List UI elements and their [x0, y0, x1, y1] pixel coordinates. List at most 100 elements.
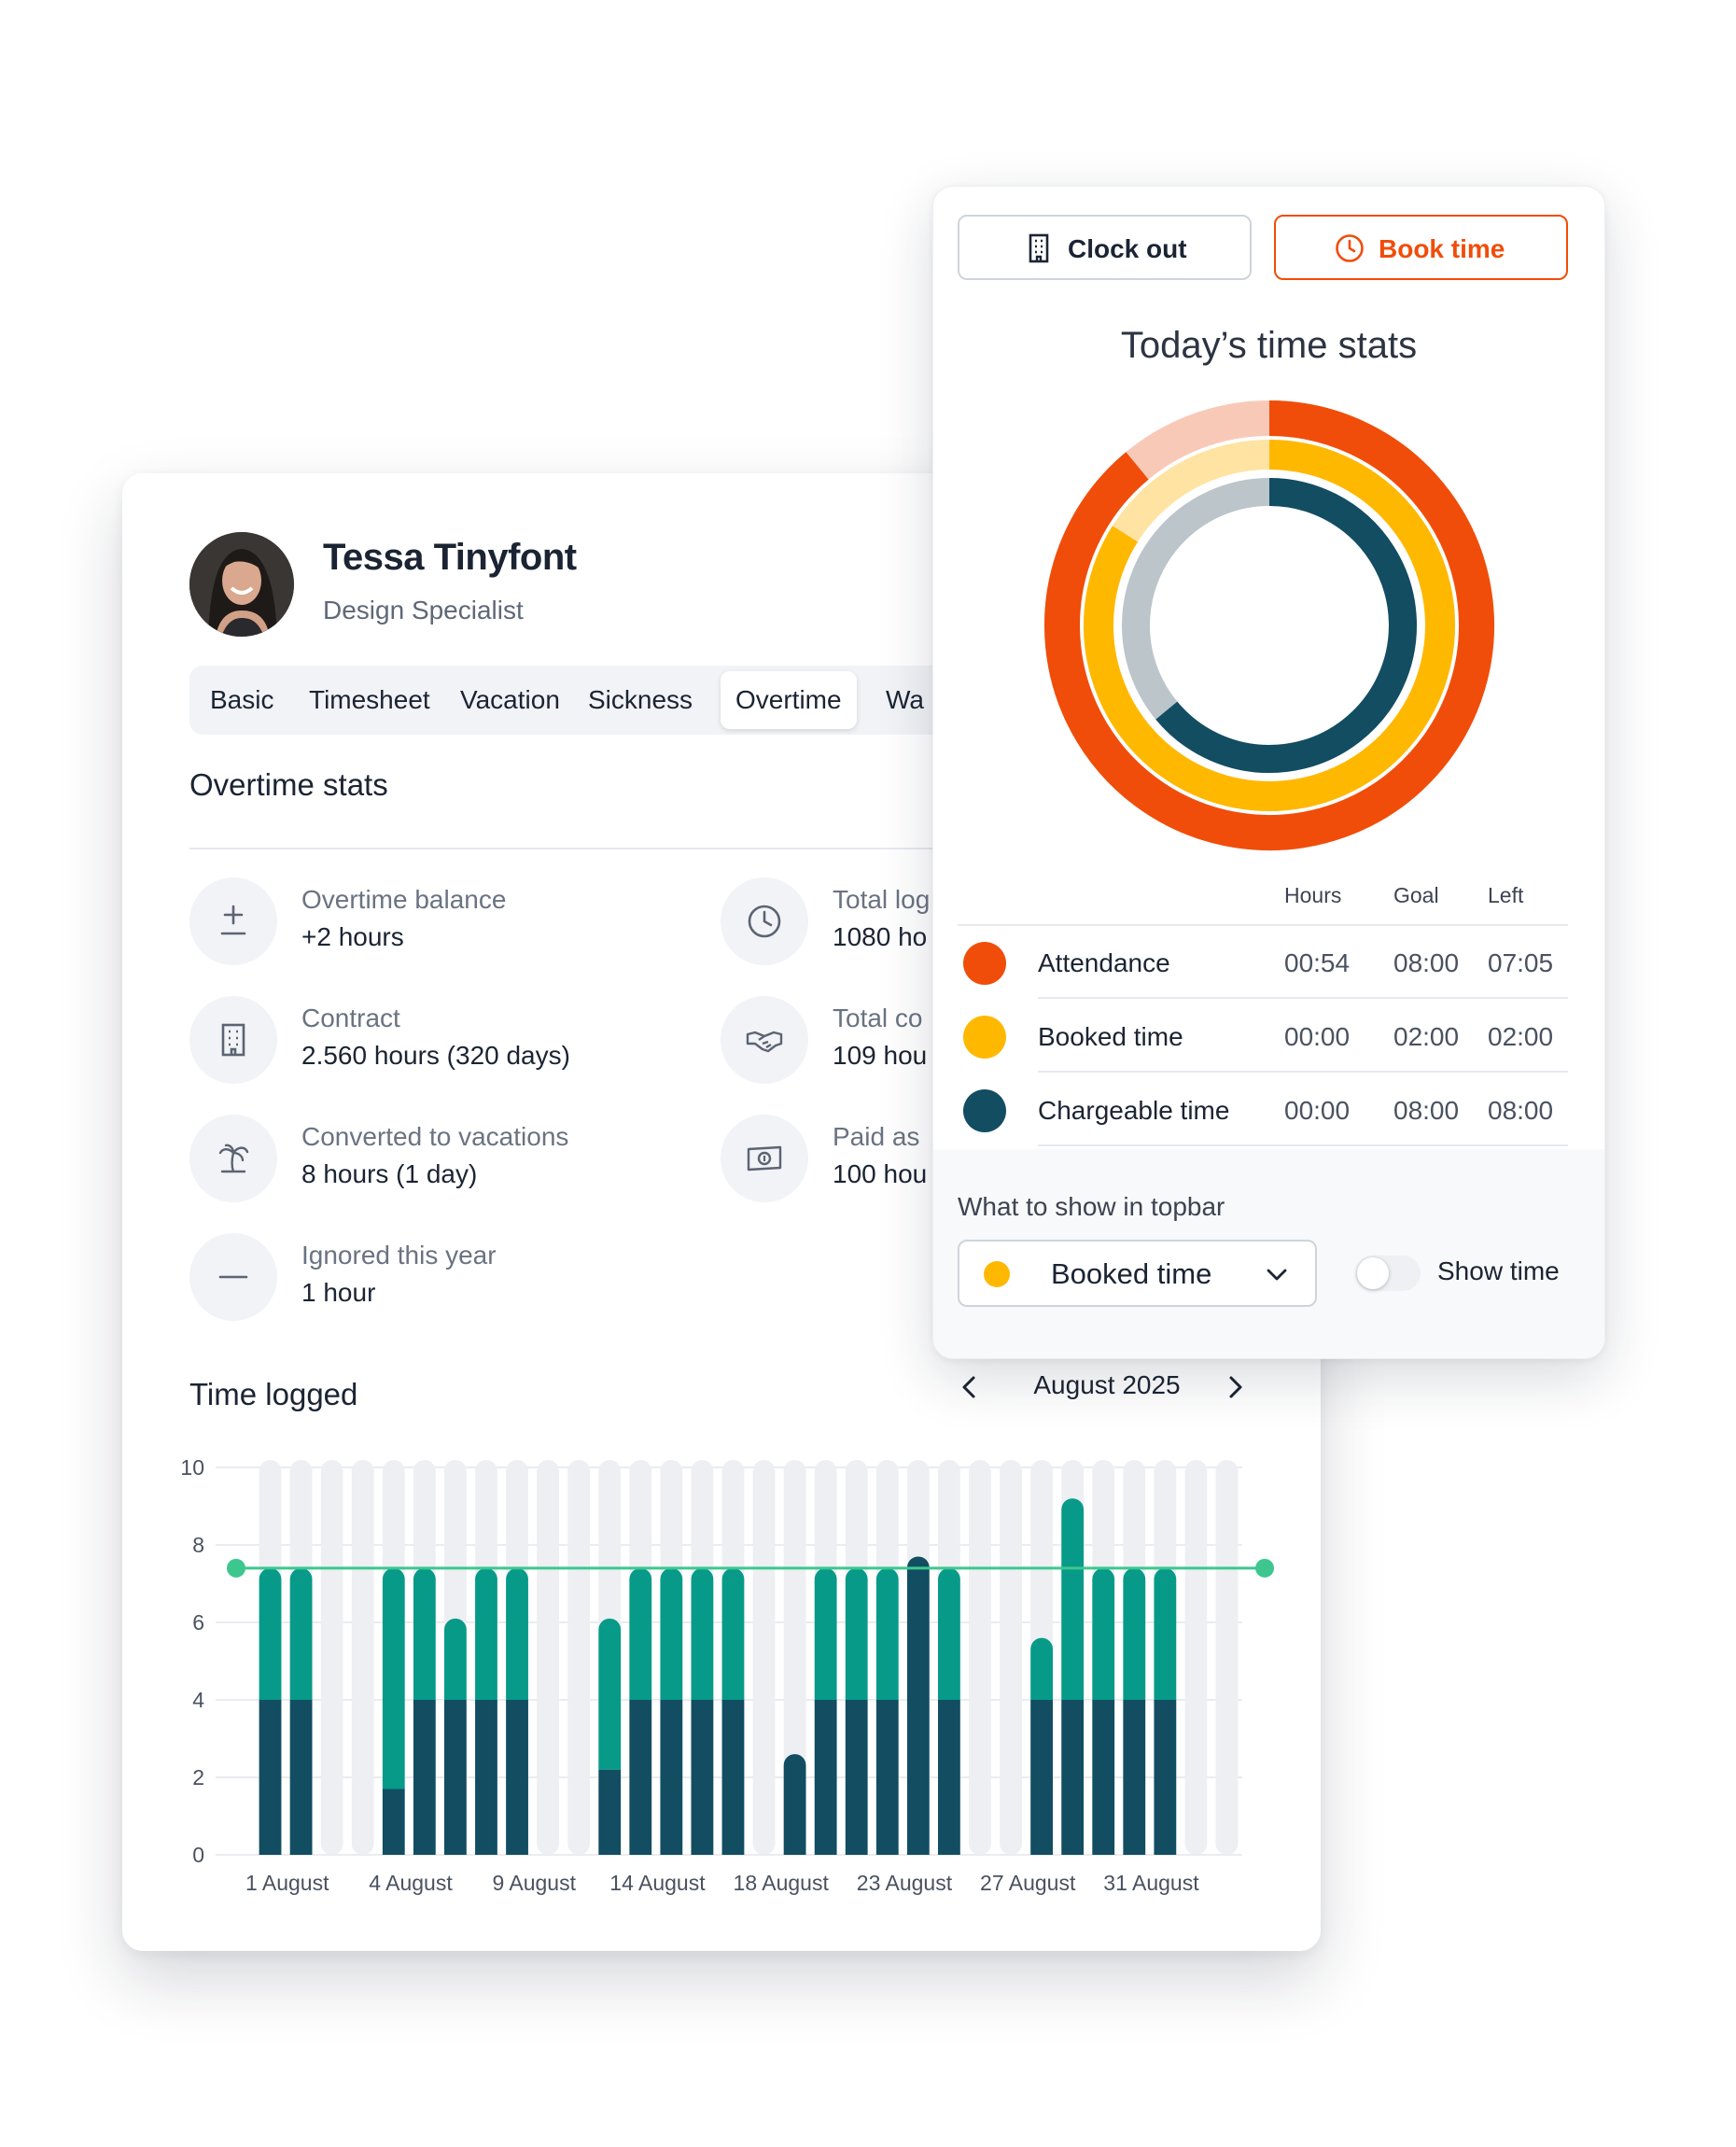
- col-header-hours: Hours: [1284, 883, 1342, 907]
- stat-label: Paid as: [833, 1122, 920, 1151]
- bar-segment: [1092, 1567, 1115, 1700]
- bar-background: [969, 1460, 991, 1855]
- clock-out-label: Clock out: [1068, 234, 1187, 263]
- tab-timesheet[interactable]: Timesheet: [309, 685, 430, 714]
- goal-line-start: [227, 1558, 245, 1578]
- bar-background: [537, 1460, 559, 1855]
- table-row-chargeable-time: Chargeable time 00:00 08:00 08:00: [958, 1074, 1568, 1146]
- bar-segment: [660, 1567, 683, 1700]
- bar-background: [320, 1460, 343, 1855]
- show-time-label: Show time: [1437, 1256, 1560, 1285]
- bar-background: [1184, 1460, 1208, 1855]
- topbar-select-value: Booked time: [1051, 1257, 1212, 1290]
- table-row-attendance: Attendance 00:54 08:00 07:05: [958, 926, 1568, 999]
- month-label: August 2025: [1033, 1370, 1181, 1399]
- bar-segment: [598, 1618, 622, 1770]
- bar-segment: [1030, 1700, 1053, 1855]
- bar-background: [752, 1460, 776, 1855]
- bar-segment: [875, 1700, 899, 1855]
- bar-segment: [875, 1567, 899, 1700]
- table-row-booked-time: Booked time 00:00 02:00 02:00: [958, 1000, 1568, 1073]
- table-divider: [958, 924, 1568, 926]
- bar-segment: [629, 1567, 652, 1700]
- clock-out-button[interactable]: Clock out: [958, 215, 1252, 280]
- chevron-right-icon[interactable]: [1218, 1370, 1252, 1404]
- x-tick-label: 9 August: [492, 1871, 576, 1895]
- stat-value: 109 hou: [833, 1041, 928, 1070]
- stat-value: 8 hours (1 day): [301, 1159, 478, 1188]
- time-stats-panel: Clock out Book time Today’s time stats H…: [932, 186, 1605, 1359]
- bar-segment: [721, 1567, 745, 1700]
- stat-label: Overtime balance: [301, 885, 507, 914]
- x-tick-label: 1 August: [245, 1871, 329, 1895]
- show-time-toggle[interactable]: [1355, 1256, 1421, 1291]
- book-time-button[interactable]: Book time: [1274, 215, 1568, 280]
- col-header-goal: Goal: [1393, 883, 1439, 907]
- plus-minus-icon: [220, 905, 246, 935]
- bar-segment: [444, 1700, 467, 1855]
- clock-icon: [748, 905, 781, 938]
- bar-segment: [783, 1754, 806, 1855]
- row-hours: 00:00: [1284, 1096, 1351, 1125]
- bar-segment: [906, 1556, 930, 1855]
- section-divider: [189, 848, 1321, 849]
- stat-value: 2.560 hours (320 days): [301, 1041, 570, 1070]
- bar-background: [1000, 1460, 1022, 1855]
- donut-arc: [1084, 440, 1455, 811]
- book-time-label: Book time: [1379, 234, 1505, 263]
- tab-sickness[interactable]: Sickness: [588, 685, 693, 714]
- time-logged-title: Time logged: [189, 1377, 358, 1411]
- bar-segment: [382, 1789, 405, 1855]
- tab-wa[interactable]: Wa: [886, 685, 924, 714]
- bar-segment: [1061, 1498, 1085, 1700]
- time-stats-donut: [1044, 400, 1494, 850]
- bar-segment: [413, 1700, 436, 1855]
- bar-segment: [382, 1567, 405, 1789]
- tab-basic[interactable]: Basic: [210, 685, 274, 714]
- bar-segment: [1030, 1637, 1053, 1700]
- bar-segment: [1154, 1700, 1177, 1855]
- topbar-label: What to show in topbar: [958, 1192, 1225, 1221]
- money-icon: [747, 1145, 782, 1172]
- row-name: Chargeable time: [1038, 1096, 1230, 1125]
- attendance-dot: [963, 942, 1006, 985]
- chargeable-time-dot: [963, 1089, 1006, 1132]
- row-left: 02:00: [1488, 1022, 1554, 1051]
- bar-segment: [444, 1618, 467, 1700]
- topbar-select[interactable]: Booked time: [958, 1240, 1317, 1307]
- user-name: Tessa Tinyfont: [323, 537, 577, 578]
- topbar-settings: What to show in topbar Booked time Show …: [933, 1149, 1604, 1358]
- booked-time-dot: [984, 1261, 1010, 1287]
- bar-segment: [1092, 1700, 1115, 1855]
- stat-label: Contract: [301, 1003, 400, 1032]
- x-tick-label: 14 August: [609, 1871, 706, 1895]
- tab-vacation[interactable]: Vacation: [460, 685, 560, 714]
- bar-segment: [475, 1567, 497, 1700]
- stat-label: Total co: [833, 1003, 923, 1032]
- stat-label: Total log: [833, 885, 931, 914]
- panel-title: Today’s time stats: [1120, 325, 1418, 366]
- clock-icon: [1336, 234, 1364, 262]
- x-tick-label: 31 August: [1103, 1871, 1199, 1895]
- bar-segment: [1061, 1700, 1085, 1855]
- overtime-stats-title: Overtime stats: [189, 767, 388, 802]
- row-goal: 08:00: [1393, 948, 1460, 977]
- building-icon: [221, 1023, 245, 1057]
- bar-segment: [506, 1567, 528, 1700]
- building-icon: [1029, 233, 1049, 263]
- avatar: [189, 532, 294, 637]
- row-name: Booked time: [1038, 1022, 1183, 1051]
- bar-segment: [289, 1567, 313, 1700]
- tab-overtime[interactable]: Overtime: [721, 671, 857, 729]
- bar-segment: [598, 1769, 622, 1855]
- bar-segment: [506, 1700, 528, 1855]
- bar-segment: [1123, 1700, 1146, 1855]
- bar-segment: [413, 1567, 436, 1700]
- x-tick-label: 18 August: [734, 1871, 830, 1895]
- bar-background: [351, 1460, 374, 1855]
- bar-segment: [1123, 1567, 1146, 1700]
- bar-segment: [1154, 1567, 1177, 1700]
- stat-label: Converted to vacations: [301, 1122, 569, 1151]
- chevron-left-icon[interactable]: [953, 1370, 987, 1404]
- bar-segment: [938, 1700, 960, 1855]
